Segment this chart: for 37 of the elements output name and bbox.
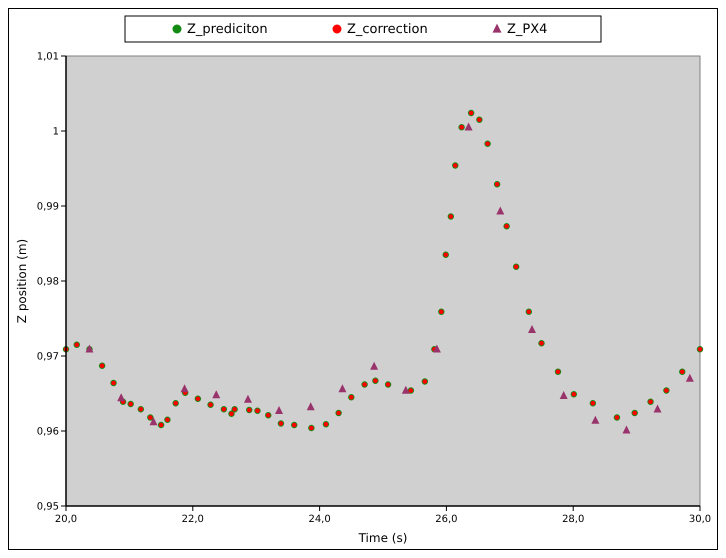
point [275,406,284,414]
y-tick-label: 1,01 [36,52,59,62]
y-tick-label: 0,95 [36,502,59,512]
y-tick-label: 1 [52,126,59,138]
point [338,384,346,392]
point [370,362,378,370]
legend-label: Z_correction [347,22,428,37]
point [622,425,630,434]
point [244,394,252,403]
point [560,390,568,399]
y-tick-label: 0,98 [36,276,59,288]
point [591,416,600,424]
y-tick-label: 0,99 [36,202,59,212]
x-tick-label: 20,0 [54,514,78,525]
point [402,386,410,394]
point [496,206,504,214]
point [464,122,473,130]
x-tick-label: 26,0 [435,514,458,525]
y-tick-label: 0,97 [36,352,59,362]
point [432,344,441,352]
point [654,404,662,412]
legend-label: Z_PX4 [507,22,548,37]
point [149,417,158,426]
x-tick-label: 24,0 [308,514,331,525]
y-tick-label: 0,96 [36,426,59,438]
legend-label: Z_prediciton [187,22,268,37]
x-tick-label: 28,0 [562,514,584,525]
x-tick-label: 30,0 [688,514,712,525]
point [528,324,536,333]
x-tick-label: 22,0 [182,514,204,525]
point [117,393,126,402]
point [686,374,694,382]
point [212,390,220,398]
x-axis-title: Time (s) [358,531,408,545]
point [180,384,189,392]
y-axis-title: Z position (m) [15,238,29,324]
point [306,402,315,410]
